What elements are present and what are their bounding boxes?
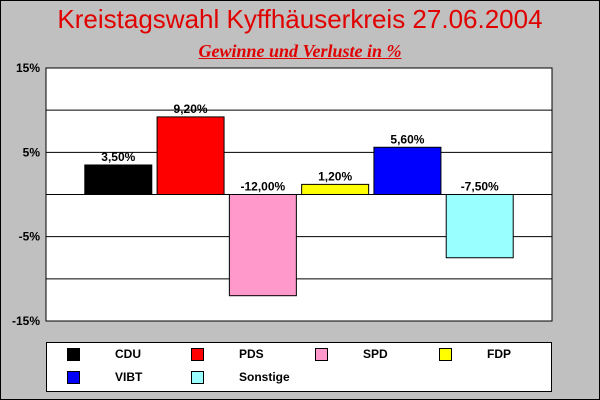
- legend-label: FDP: [487, 347, 511, 361]
- bar-cdu: [84, 164, 153, 196]
- data-label-pds: 9,20%: [174, 102, 208, 116]
- legend-label: Sonstige: [239, 370, 290, 384]
- legend-item-sonstige: Sonstige: [191, 369, 290, 385]
- y-axis-ticks: 15% 5% -5% -15%: [12, 61, 40, 328]
- legend-item-spd: SPD: [315, 346, 388, 362]
- legend-item-fdp: FDP: [439, 346, 511, 362]
- y-tick-label: -15%: [12, 314, 40, 328]
- data-label-cdu: 3,50%: [101, 150, 135, 164]
- legend-label: VIBT: [115, 370, 143, 384]
- legend-swatch: [191, 370, 204, 384]
- y-tick-label: 5%: [23, 145, 41, 159]
- legend-swatch: [67, 347, 80, 361]
- chart-subtitle: Gewinne und Verluste in %: [198, 41, 402, 61]
- legend-swatch: [439, 347, 452, 361]
- legend: CDU PDS SPD FDP VIBT Sonstige: [46, 342, 552, 392]
- bars: [84, 116, 514, 297]
- legend-swatch: [67, 370, 80, 384]
- legend-swatch: [191, 347, 204, 361]
- legend-label: SPD: [363, 347, 388, 361]
- data-label-sonstige: -7,50%: [461, 180, 499, 194]
- y-tick-label: -5%: [19, 230, 41, 244]
- bar-spd: [228, 194, 297, 297]
- legend-item-vibt: VIBT: [67, 369, 142, 385]
- bar-chart: 15% 5% -5% -15% 3,50% 9,20% -12,00% 1,20% 5,60%…: [12, 61, 553, 328]
- legend-item-pds: PDS: [191, 346, 264, 362]
- chart-title: Kreistagswahl Kyffhäuserkreis 27.06.2004: [57, 4, 543, 34]
- bar-vibt: [373, 146, 442, 195]
- data-label-vibt: 5,60%: [390, 132, 424, 146]
- bar-sonstige: [445, 194, 514, 259]
- legend-item-cdu: CDU: [67, 346, 141, 362]
- legend-label: PDS: [239, 347, 264, 361]
- bar-pds: [156, 116, 225, 195]
- legend-label: CDU: [115, 347, 141, 361]
- bar-fdp: [301, 183, 370, 196]
- legend-swatch: [315, 347, 328, 361]
- data-labels: 3,50% 9,20% -12,00% 1,20% 5,60% -7,50%: [101, 102, 499, 194]
- data-label-spd: -12,00%: [241, 180, 286, 194]
- data-label-fdp: 1,20%: [318, 169, 352, 183]
- y-tick-label: 15%: [16, 61, 40, 75]
